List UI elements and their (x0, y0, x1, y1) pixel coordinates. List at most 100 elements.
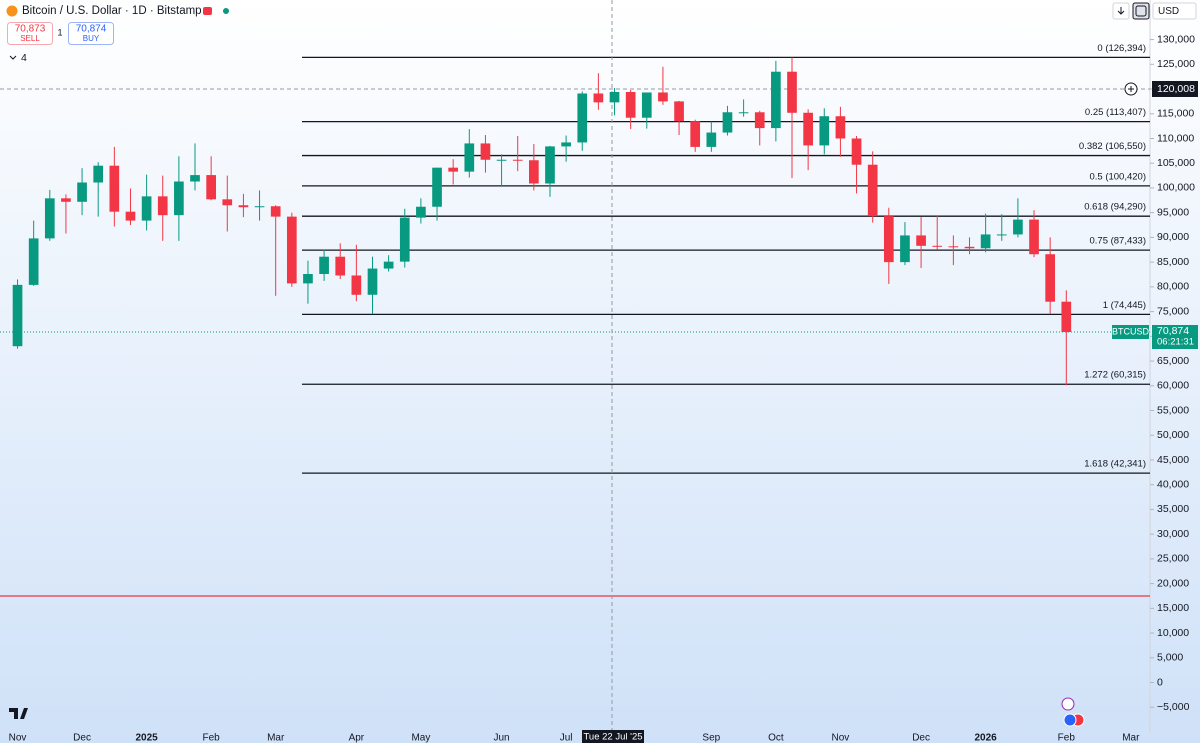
candle-body (254, 206, 265, 208)
candle-body (512, 159, 523, 161)
candle-body (109, 165, 120, 212)
y-tick-label: 100,000 (1157, 182, 1195, 194)
y-tick-label: 35,000 (1157, 503, 1189, 515)
y-tick-label: 45,000 (1157, 454, 1189, 466)
crosshair-date: Tue 22 Jul '25 (583, 732, 642, 743)
y-tick-label: 65,000 (1157, 355, 1189, 367)
y-tick-label: 40,000 (1157, 478, 1189, 490)
candle-body (1013, 219, 1023, 235)
x-tick-label: 2025 (135, 733, 158, 743)
y-tick-label: 55,000 (1157, 404, 1189, 416)
fib-label: 1.618 (42,341) (1084, 459, 1146, 470)
candle-body (1045, 254, 1056, 302)
x-tick-label: Feb (203, 733, 221, 743)
candle-body (399, 217, 410, 262)
x-tick-label: Mar (1122, 733, 1140, 743)
sell-label: SELL (20, 34, 40, 43)
candle-body (722, 112, 733, 133)
y-tick-label: 15,000 (1157, 602, 1189, 614)
y-tick-label: 110,000 (1157, 132, 1194, 144)
y-tick-label: 80,000 (1157, 281, 1189, 293)
currency-button[interactable] (1152, 2, 1197, 20)
crosshair-date-box (582, 730, 644, 743)
y-tick-label: 50,000 (1157, 429, 1189, 441)
candle-body (996, 234, 1007, 236)
candle-body (464, 143, 475, 172)
candle-body (270, 206, 281, 217)
candle-body (206, 175, 216, 200)
fullscreen-icon (1135, 5, 1147, 17)
event-icon[interactable] (1061, 697, 1075, 711)
candle-body (609, 91, 620, 103)
y-tick-label: 85,000 (1157, 256, 1189, 268)
symbol-label: BTCUSD (1112, 326, 1150, 336)
candle-body (754, 112, 765, 129)
candle-body (61, 198, 71, 202)
symbol-box (1112, 325, 1149, 340)
candle-body (416, 206, 426, 218)
crosshair-price: 120,008 (1157, 83, 1195, 95)
buy-button[interactable] (68, 22, 114, 45)
collapse-icon[interactable] (9, 55, 17, 60)
candle-body (835, 116, 846, 139)
candle-body (674, 101, 684, 122)
event-icon[interactable] (1063, 713, 1077, 727)
x-tick-label: May (411, 733, 430, 743)
candle-body (28, 238, 39, 285)
fib-label: 0 (126,394) (1097, 43, 1146, 54)
y-tick-label: 75,000 (1157, 305, 1189, 317)
countdown: 06:21:31 (1157, 337, 1194, 348)
symbol-icon (6, 5, 18, 17)
candle-body (303, 274, 313, 284)
candle-body (93, 165, 104, 183)
indicator-count: 4 (21, 52, 27, 64)
candle-body (916, 235, 926, 246)
candle-body (867, 164, 878, 217)
candle-body (738, 112, 749, 114)
candle-body (964, 246, 975, 249)
candle-body (448, 167, 459, 172)
candle-body (12, 284, 23, 347)
sell-button[interactable] (7, 22, 53, 45)
logo (9, 708, 28, 719)
candle-body (174, 181, 184, 216)
candle-body (1061, 301, 1072, 333)
candle-body (819, 116, 830, 146)
candle-body (561, 142, 571, 147)
crosshair-price-box (1152, 80, 1198, 97)
flag-icon (203, 7, 212, 15)
fullscreen-button[interactable] (1132, 2, 1150, 20)
y-tick-label: 20,000 (1157, 577, 1189, 589)
candle-body (980, 234, 991, 249)
x-tick-label: Dec (912, 733, 930, 743)
x-tick-label: Dec (73, 733, 91, 743)
x-tick-label: Nov (9, 733, 27, 743)
fib-label: 1 (74,445) (1103, 300, 1146, 311)
x-tick-label: Sep (702, 733, 720, 743)
candle-body (658, 92, 668, 102)
candle-body (222, 199, 233, 206)
candle-body (44, 198, 55, 239)
candle-body (480, 143, 491, 160)
add-alert-plus (1128, 85, 1134, 92)
fib-label: 1.272 (60,315) (1084, 370, 1146, 381)
candle-body (787, 71, 797, 113)
candle-body (803, 112, 813, 146)
candle-body (286, 216, 297, 284)
candle-body (851, 138, 862, 165)
x-tick-label: Mar (267, 733, 285, 743)
candle-body (496, 159, 507, 161)
candle-body (319, 256, 329, 275)
candle-body (157, 196, 168, 216)
last-price-box (1152, 325, 1198, 350)
y-tick-label: 5,000 (1157, 652, 1183, 664)
candle-body (706, 132, 717, 147)
x-tick-label: 2026 (975, 733, 998, 743)
y-tick-label: 115,000 (1157, 108, 1194, 120)
candle-body (771, 71, 781, 129)
candle-body (125, 211, 136, 221)
y-tick-label: 105,000 (1157, 157, 1195, 169)
